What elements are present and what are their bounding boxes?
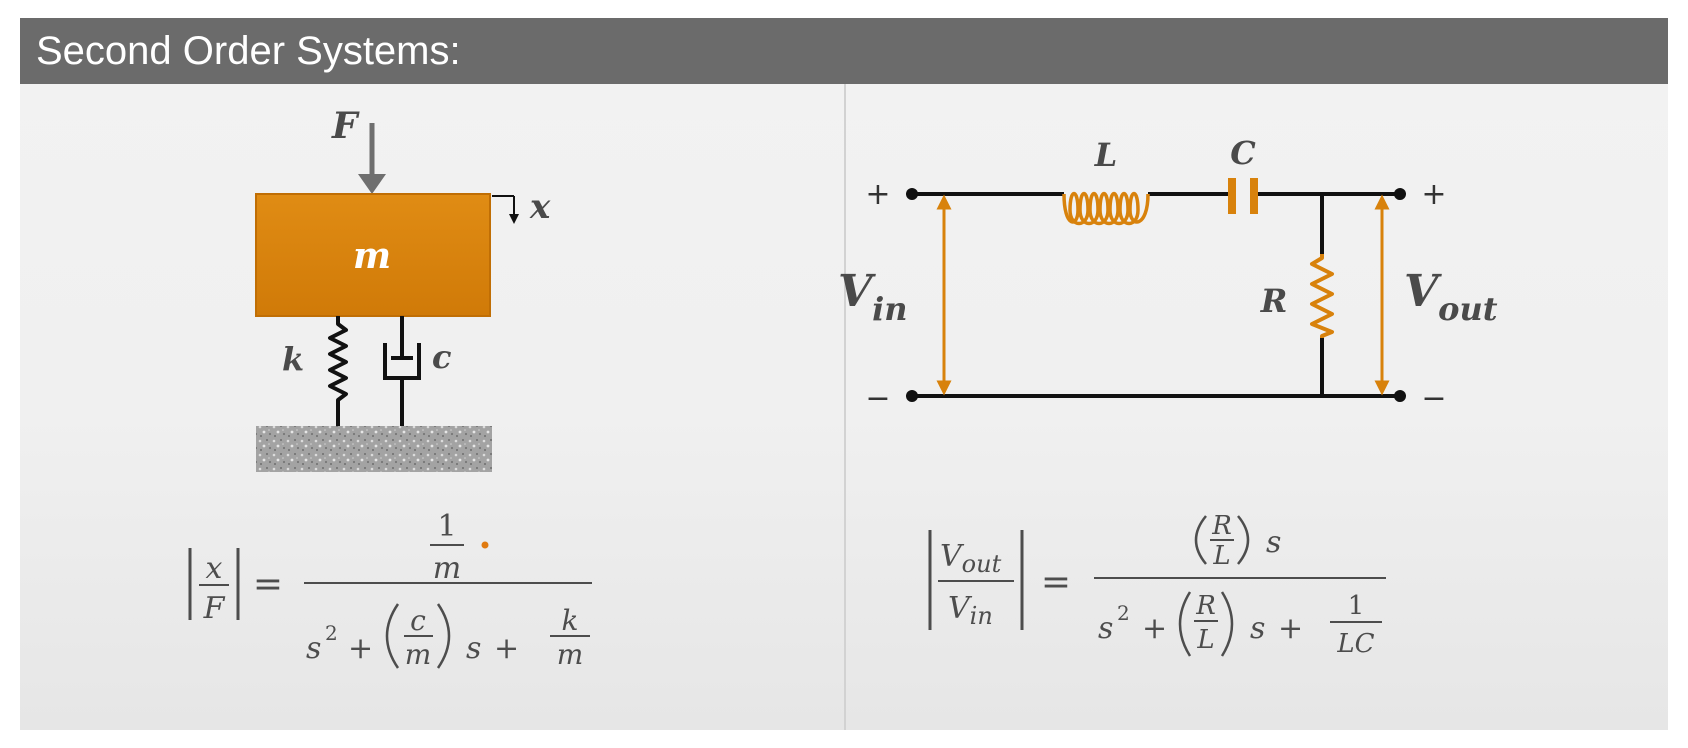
vout-plus-sign: + <box>1421 177 1446 212</box>
inductor-label: L <box>1094 136 1118 174</box>
den-m-2: m <box>557 638 584 671</box>
vout-main: V <box>1404 266 1442 317</box>
force-arrow <box>358 123 386 194</box>
vin-minus-sign: − <box>865 381 890 416</box>
num-s: s <box>1266 525 1281 560</box>
displacement-arrow <box>492 195 519 224</box>
vin-plus-sign: + <box>865 177 890 212</box>
numerator-m: m <box>433 551 461 586</box>
den-power: 2 <box>325 621 338 645</box>
lhs-den-v: V <box>948 591 973 626</box>
elec-den-s-2: s <box>1250 611 1265 646</box>
panel-divider <box>844 84 846 730</box>
ground-block <box>256 426 492 472</box>
elec-den-plus-1: + <box>1142 611 1167 646</box>
resistor <box>1310 254 1334 338</box>
equals-sign: = <box>253 564 283 605</box>
slide-title: Second Order Systems: <box>36 29 461 73</box>
rlc-circuit-diagram: + − + − L C R Vin <box>838 134 1498 416</box>
lhs-den-vin: Vin <box>948 591 993 630</box>
vin-label: Vin <box>838 266 908 328</box>
vout-sub: out <box>1438 290 1498 328</box>
lhs-numerator-x: x <box>206 551 223 586</box>
inductor <box>1062 191 1150 226</box>
vout-label: Vout <box>1404 266 1498 328</box>
diagram-canvas: F m x k c <box>188 105 1498 671</box>
vout-minus-sign: − <box>1421 381 1446 416</box>
displacement-label: x <box>529 187 551 227</box>
force-label: F <box>331 105 360 147</box>
spring <box>328 316 348 426</box>
terminal-in-top <box>906 188 918 200</box>
lhs-num-vout: Vout <box>940 539 1002 578</box>
damper <box>383 316 421 426</box>
damper-label: c <box>432 338 451 376</box>
resistor-label: R <box>1260 282 1288 320</box>
lhs-denominator-f: F <box>203 591 226 626</box>
den-plus-2: + <box>494 631 519 666</box>
lhs-num-out: out <box>962 550 1002 578</box>
den-plus-1: + <box>348 631 373 666</box>
elec-den-s: s <box>1098 611 1113 646</box>
title-bar: Second Order Systems: <box>20 18 1668 84</box>
den-s: s <box>306 631 321 666</box>
electrical-transfer-function: Vout Vin = R L s s 2 + R L s <box>928 511 1386 659</box>
den-m-1: m <box>405 638 432 671</box>
mass-label: m <box>353 235 391 277</box>
slide: Second Order Systems: <box>20 18 1668 730</box>
elec-den-power: 2 <box>1117 601 1130 625</box>
elec-equals-sign: = <box>1041 562 1071 603</box>
spring-label: k <box>282 340 304 378</box>
vin-sub: in <box>872 290 907 328</box>
terminal-out-bottom <box>1394 390 1406 402</box>
cursor-dot <box>481 541 489 549</box>
lhs-den-in: in <box>970 602 993 630</box>
lhs-num-v: V <box>940 539 965 574</box>
elec-den-r: R <box>1195 591 1216 621</box>
terminal-in-bottom <box>906 390 918 402</box>
num-l: L <box>1212 541 1230 571</box>
mechanical-transfer-function: x F = 1 m s 2 + c m s + k m <box>188 509 592 671</box>
numerator-one: 1 <box>437 509 456 544</box>
terminal-out-top <box>1394 188 1406 200</box>
mass-spring-damper-diagram: F m x k c <box>255 105 551 472</box>
num-r: R <box>1211 511 1232 541</box>
den-k: k <box>562 604 579 637</box>
elec-den-one: 1 <box>1348 591 1365 621</box>
vin-main: V <box>838 266 876 317</box>
capacitor <box>1228 178 1258 214</box>
mass-block <box>255 193 491 317</box>
capacitor-label: C <box>1230 134 1256 172</box>
elec-den-lc: LC <box>1336 629 1374 659</box>
den-s-2: s <box>466 631 481 666</box>
circuit-wires <box>912 192 1400 398</box>
elec-den-plus-2: + <box>1278 611 1303 646</box>
den-c: c <box>410 604 426 637</box>
elec-den-l: L <box>1196 625 1214 655</box>
